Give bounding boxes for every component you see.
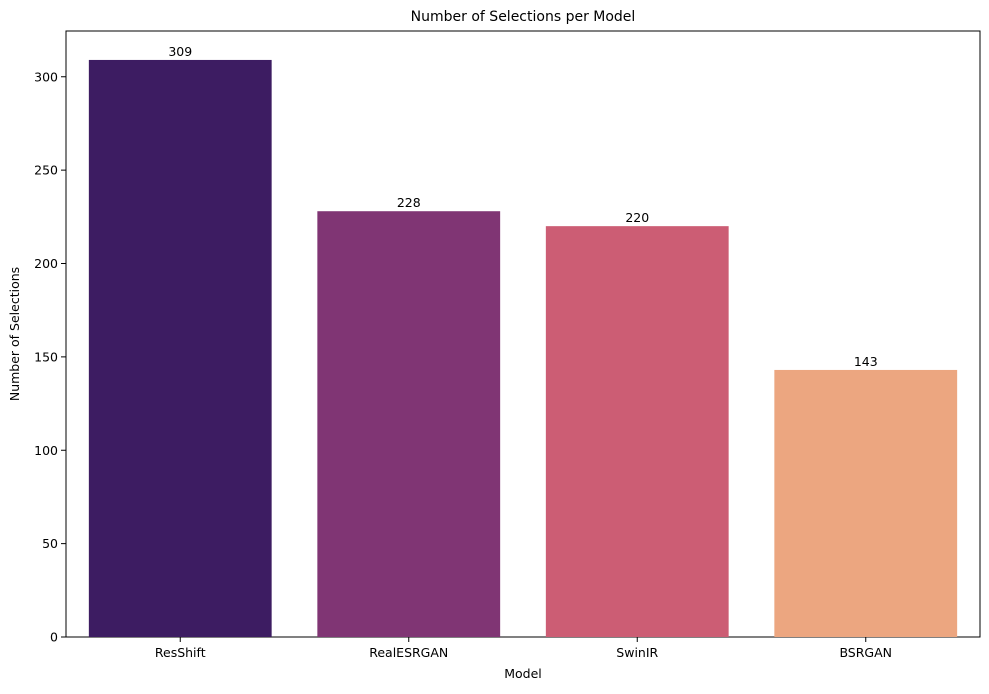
x-axis-label: Model: [504, 666, 542, 681]
y-axis: 0 50 100 150 200 250 300: [34, 69, 66, 645]
x-axis: ResShift RealESRGAN SwinIR BSRGAN: [155, 637, 892, 660]
y-tick-label: 300: [34, 69, 58, 84]
y-tick-label: 150: [34, 349, 58, 364]
bars: [88, 59, 958, 638]
plot-area: [65, 30, 981, 638]
bar-data-labels: 309 228 220 143: [168, 44, 877, 369]
bar-data-label: 143: [854, 354, 878, 369]
y-tick-label: 50: [42, 536, 58, 551]
plot-frame: [65, 30, 981, 638]
y-tick-label: 250: [34, 163, 58, 178]
bar: [774, 369, 958, 637]
y-tick-label: 100: [34, 443, 58, 458]
x-tick-label: SwinIR: [616, 645, 658, 660]
bar-data-label: 309: [168, 44, 192, 59]
bar: [317, 211, 501, 637]
bar: [88, 59, 272, 638]
bar-data-label: 228: [397, 195, 421, 210]
x-tick-label: BSRGAN: [839, 645, 892, 660]
bar-data-label: 220: [625, 210, 649, 225]
y-axis-label: Number of Selections: [7, 267, 22, 401]
x-tick-label: RealESRGAN: [369, 645, 448, 660]
y-tick-label: 0: [50, 630, 58, 645]
bar: [545, 226, 729, 638]
x-tick-label: ResShift: [155, 645, 206, 660]
chart-title: Number of Selections per Model: [411, 9, 636, 25]
y-tick-label: 200: [34, 256, 58, 271]
